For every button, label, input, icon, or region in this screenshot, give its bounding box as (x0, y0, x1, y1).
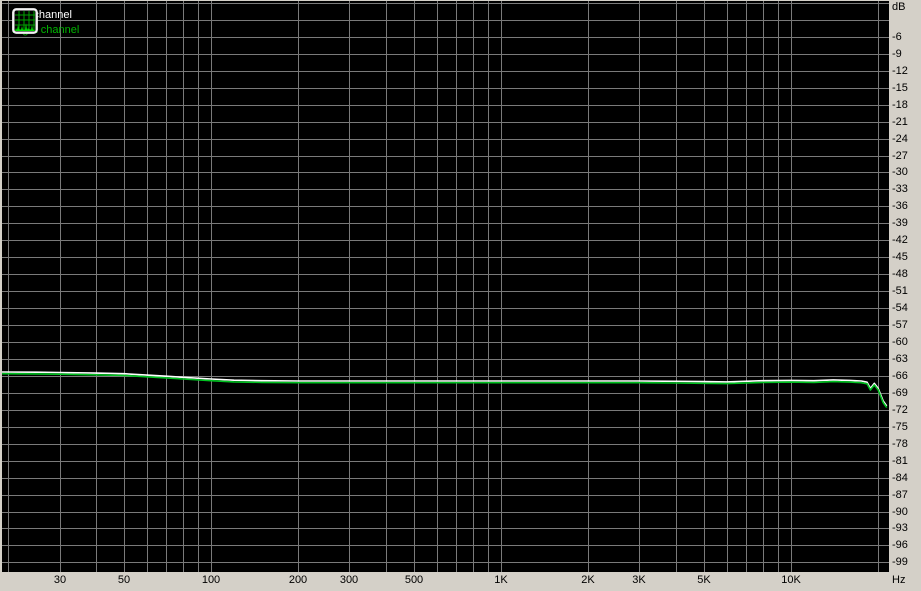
db-tick-label: -90 (892, 506, 908, 518)
db-axis-unit-label: dB (892, 1, 906, 13)
spectrum-analyzer-icon (12, 8, 38, 34)
db-tick-label: -99 (892, 556, 908, 568)
plot-area: Left channel Right channel (2, 1, 889, 572)
freq-tick-label: 10K (781, 574, 801, 586)
legend: Left channel Right channel (12, 8, 79, 38)
db-tick-label: -24 (892, 133, 908, 145)
db-tick-label: -33 (892, 183, 908, 195)
db-tick-label: -30 (892, 166, 908, 178)
freq-axis-panel: 30 50 100 200 300 500 1K 2K 3K 5K 10K (0, 572, 889, 591)
freq-tick-label: 100 (201, 574, 221, 586)
db-tick-label: -69 (892, 387, 908, 399)
db-tick-label: -96 (892, 539, 908, 551)
freq-tick-label: 30 (53, 574, 67, 586)
db-tick-label: -18 (892, 99, 908, 111)
db-axis-panel: dB -6 -9 -12 -15 -18 -21 -24 -27 -30 -33 -36 -39 -42 -… (889, 0, 921, 591)
db-tick-label: -93 (892, 522, 908, 534)
freq-tick-label: 500 (404, 574, 424, 586)
freq-tick-label: 5K (697, 574, 711, 586)
db-tick-label: -66 (892, 370, 908, 382)
db-tick-label: -39 (892, 217, 908, 229)
db-tick-label: -12 (892, 65, 908, 77)
db-tick-label: -78 (892, 438, 908, 450)
db-tick-label: -9 (892, 48, 902, 60)
freq-tick-label: 2K (581, 574, 595, 586)
chart-canvas (2, 1, 889, 572)
db-tick-label: -81 (892, 455, 908, 467)
db-tick-label: -84 (892, 472, 908, 484)
db-tick-label: -87 (892, 489, 908, 501)
db-tick-label: -27 (892, 150, 908, 162)
db-tick-label: -21 (892, 116, 908, 128)
db-tick-label: -15 (892, 82, 908, 94)
freq-tick-label: 200 (288, 574, 308, 586)
db-tick-label: -72 (892, 404, 908, 416)
right-channel-curve (2, 372, 888, 409)
db-tick-label: -48 (892, 268, 908, 280)
db-tick-label: -54 (892, 302, 908, 314)
db-tick-label: -45 (892, 251, 908, 263)
db-tick-label: -6 (892, 31, 902, 43)
db-tick-label: -63 (892, 353, 908, 365)
freq-tick-label: 3K (632, 574, 646, 586)
hz-axis-unit-label: Hz (892, 574, 906, 586)
db-tick-label: -75 (892, 421, 908, 433)
db-tick-label: -36 (892, 200, 908, 212)
db-tick-label: -57 (892, 319, 908, 331)
freq-tick-label: 300 (339, 574, 359, 586)
freq-tick-label: 50 (117, 574, 131, 586)
db-tick-label: -42 (892, 234, 908, 246)
left-channel-curve (2, 371, 888, 407)
freq-tick-label: 1K (494, 574, 508, 586)
db-tick-label: -60 (892, 336, 908, 348)
db-tick-label: -51 (892, 285, 908, 297)
